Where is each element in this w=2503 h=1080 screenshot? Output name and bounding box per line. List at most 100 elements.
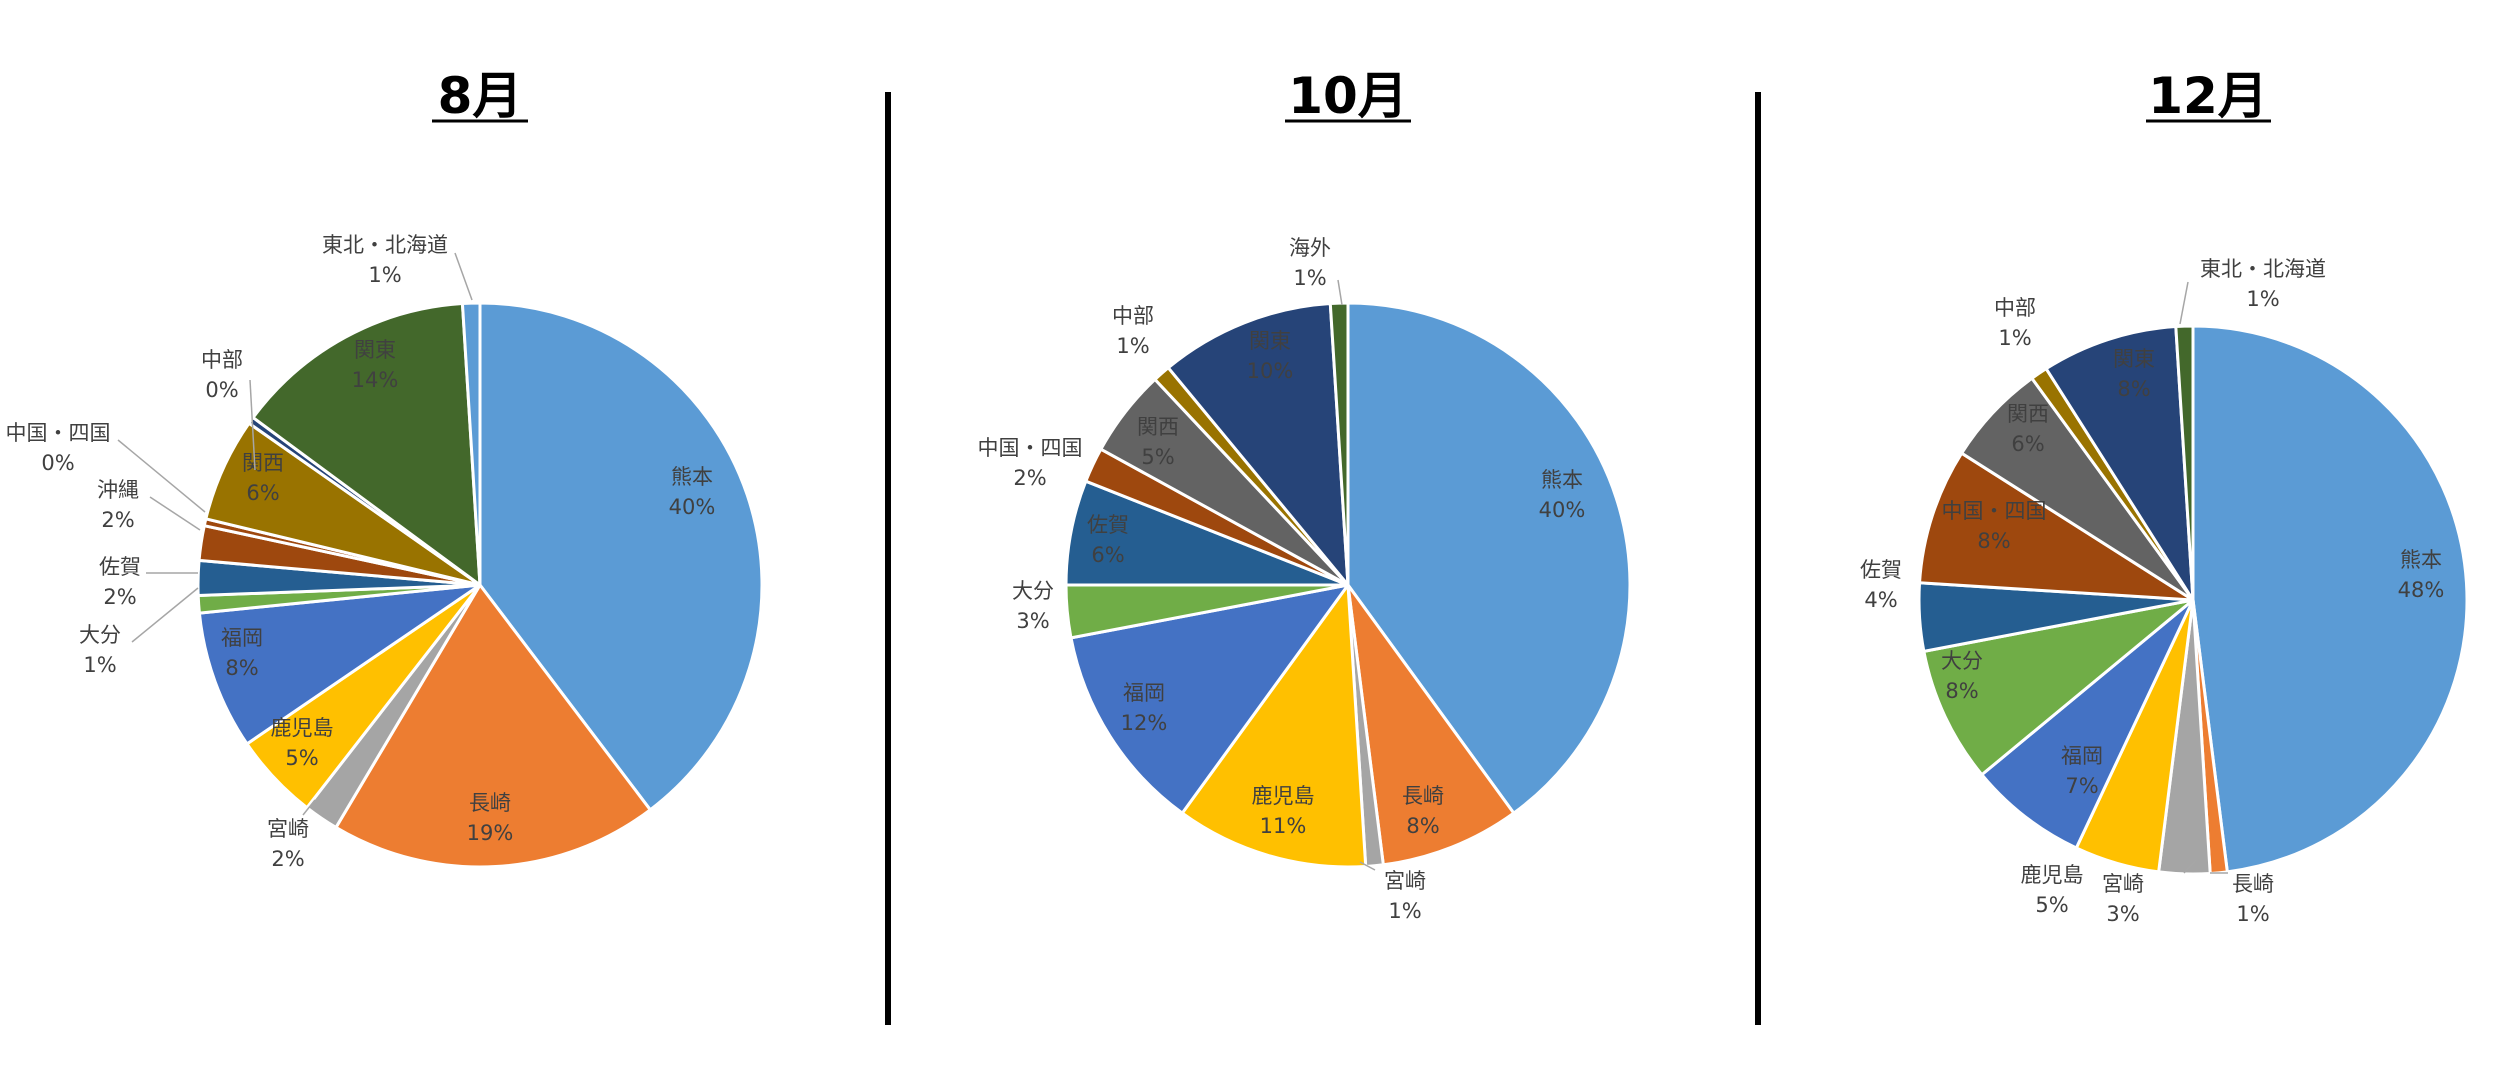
pie-slice bbox=[1180, 583, 1368, 869]
slice-name-label: 中部 bbox=[201, 348, 243, 372]
slice-percent-label: 6% bbox=[2011, 432, 2044, 456]
slice-name-label: 長崎 bbox=[469, 791, 511, 815]
slice-percent-label: 48% bbox=[2398, 578, 2445, 602]
leader-line bbox=[2179, 281, 2189, 325]
leader-line bbox=[249, 379, 256, 471]
slice-name-label: 熊本 bbox=[2400, 548, 2442, 572]
slice-percent-label: 19% bbox=[467, 821, 514, 845]
slice-name-label: 鹿児島 bbox=[1252, 784, 1315, 808]
slice-name-label: 沖縄 bbox=[97, 478, 139, 502]
slice-percent-label: 8% bbox=[2117, 377, 2150, 401]
pie-slice bbox=[1166, 302, 1350, 587]
slice-percent-label: 11% bbox=[1260, 814, 1307, 838]
chart-title: 12月 bbox=[2148, 67, 2268, 125]
slice-name-label: 大分 bbox=[1012, 579, 1054, 603]
slice-name-label: 福岡 bbox=[221, 626, 263, 650]
slice-percent-label: 2% bbox=[103, 585, 136, 609]
slice-name-label: 関東 bbox=[354, 338, 396, 362]
pie-slice bbox=[1922, 598, 2195, 777]
pie-slice bbox=[460, 301, 482, 587]
slice-percent-label: 2% bbox=[1013, 466, 1046, 490]
slice-name-label: 宮崎 bbox=[267, 817, 309, 841]
chart-title: 8月 bbox=[438, 67, 523, 125]
leader-line bbox=[302, 799, 316, 816]
slice-name-label: 宮崎 bbox=[2102, 872, 2144, 896]
slice-percent-label: 5% bbox=[1141, 445, 1174, 469]
slice-percent-label: 12% bbox=[1121, 711, 1168, 735]
slice-name-label: 鹿児島 bbox=[271, 716, 334, 740]
slice-name-label: 佐賀 bbox=[1087, 513, 1129, 537]
slice-name-label: 関西 bbox=[2007, 402, 2049, 426]
pie-slice bbox=[1346, 583, 1516, 867]
pie-slice bbox=[2044, 325, 2195, 602]
slice-name-label: 東北・北海道 bbox=[2200, 257, 2326, 281]
slice-percent-label: 8% bbox=[1977, 529, 2010, 553]
leader-line bbox=[454, 252, 473, 301]
slice-name-label: 中国・四国 bbox=[1942, 499, 2047, 523]
slice-percent-label: 8% bbox=[1406, 814, 1439, 838]
slice-name-label: 関西 bbox=[1137, 415, 1179, 439]
slice-name-label: 佐賀 bbox=[1860, 558, 1902, 582]
slice-name-label: 東北・北海道 bbox=[322, 233, 448, 257]
slice-percent-label: 2% bbox=[271, 847, 304, 871]
slice-name-label: 中国・四国 bbox=[978, 436, 1083, 460]
slice-name-label: 関東 bbox=[2113, 347, 2155, 371]
slice-name-label: 福岡 bbox=[2061, 744, 2103, 768]
slice-name-label: 宮崎 bbox=[1384, 869, 1426, 893]
slice-percent-label: 6% bbox=[246, 481, 279, 505]
slice-name-label: 中部 bbox=[1994, 296, 2036, 320]
slice-percent-label: 8% bbox=[1945, 679, 1978, 703]
slice-percent-label: 1% bbox=[1998, 326, 2031, 350]
pie-slice bbox=[2174, 324, 2195, 602]
slice-percent-label: 5% bbox=[285, 746, 318, 770]
slice-name-label: 大分 bbox=[79, 623, 121, 647]
slice-percent-label: 10% bbox=[1247, 359, 1294, 383]
pie-slice bbox=[1918, 451, 2195, 602]
slice-percent-label: 1% bbox=[2246, 287, 2279, 311]
slice-percent-label: 0% bbox=[41, 451, 74, 475]
leader-line bbox=[131, 587, 199, 643]
slice-percent-label: 1% bbox=[1116, 334, 1149, 358]
slice-name-label: 中部 bbox=[1112, 304, 1154, 328]
slice-percent-label: 3% bbox=[1016, 609, 1049, 633]
slice-percent-label: 1% bbox=[2236, 902, 2269, 926]
slice-percent-label: 40% bbox=[669, 495, 716, 519]
leader-line bbox=[1337, 279, 1343, 306]
slice-name-label: 福岡 bbox=[1123, 681, 1165, 705]
slice-percent-label: 1% bbox=[1293, 266, 1326, 290]
slice-name-label: 関西 bbox=[242, 451, 284, 475]
slice-percent-label: 1% bbox=[368, 263, 401, 287]
pie-slice bbox=[1346, 301, 1632, 815]
slice-name-label: 佐賀 bbox=[99, 555, 141, 579]
slice-percent-label: 40% bbox=[1539, 498, 1586, 522]
pie-slice bbox=[1980, 598, 2195, 850]
slice-name-label: 関東 bbox=[1249, 329, 1291, 353]
slice-name-label: 熊本 bbox=[671, 465, 713, 489]
slice-percent-label: 1% bbox=[83, 653, 116, 677]
slice-percent-label: 0% bbox=[205, 378, 238, 402]
slice-percent-label: 14% bbox=[352, 368, 399, 392]
pie-slice bbox=[478, 301, 764, 812]
slice-name-label: 中国・四国 bbox=[6, 421, 111, 445]
pie-slice bbox=[2191, 324, 2469, 874]
leader-line bbox=[117, 439, 206, 513]
pie-slice bbox=[1328, 301, 1350, 587]
slice-percent-label: 5% bbox=[2035, 893, 2068, 917]
chart-title: 10月 bbox=[1288, 67, 1408, 125]
slice-name-label: 長崎 bbox=[2232, 872, 2274, 896]
slice-percent-label: 3% bbox=[2106, 902, 2139, 926]
slice-name-label: 鹿児島 bbox=[2021, 863, 2084, 887]
pie-slice bbox=[197, 583, 482, 746]
slice-percent-label: 1% bbox=[1388, 899, 1421, 923]
pie-slice bbox=[334, 583, 652, 869]
slice-percent-label: 4% bbox=[1864, 588, 1897, 612]
leader-line bbox=[2183, 859, 2197, 874]
slice-percent-label: 8% bbox=[225, 656, 258, 680]
slice-percent-label: 6% bbox=[1091, 543, 1124, 567]
slice-percent-label: 2% bbox=[101, 508, 134, 532]
slice-name-label: 熊本 bbox=[1541, 468, 1583, 492]
